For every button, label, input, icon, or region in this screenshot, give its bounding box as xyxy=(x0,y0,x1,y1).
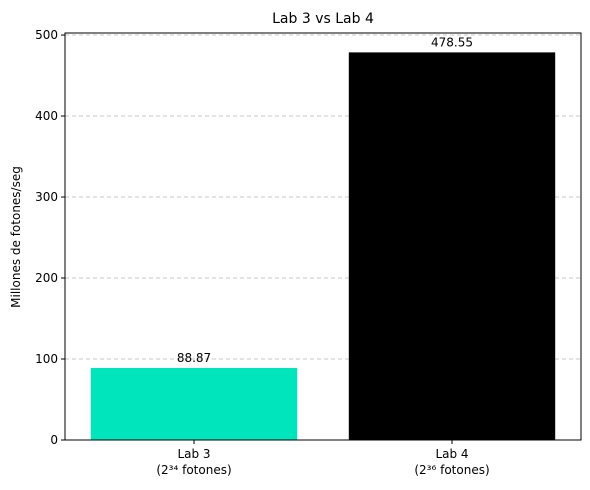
y-axis-ticks: 0 100 200 300 400 500 xyxy=(35,28,65,447)
y-tick-label: 100 xyxy=(35,352,58,366)
y-tick-label: 300 xyxy=(35,190,58,204)
bar-value-label: 88.87 xyxy=(177,351,211,365)
y-tick-label: 0 xyxy=(50,433,58,447)
y-tick-label: 500 xyxy=(35,28,58,42)
x-axis-ticks: Lab 3 (2³⁴ fotones) Lab 4 (2³⁶ fotones) xyxy=(156,440,490,477)
y-axis-label: Millones de fotones/seg xyxy=(9,166,23,308)
plot-frame xyxy=(64,32,582,441)
y-tick-label: 200 xyxy=(35,271,58,285)
bar-value-label: 478.55 xyxy=(431,35,473,49)
x-tick-sublabel: (2³⁴ fotones) xyxy=(156,463,231,477)
x-tick-label: Lab 3 xyxy=(177,447,210,461)
x-tick-label: Lab 4 xyxy=(435,447,468,461)
bar xyxy=(348,52,556,440)
bars xyxy=(90,52,556,440)
chart-title: Lab 3 vs Lab 4 xyxy=(272,11,374,27)
y-tick-label: 400 xyxy=(35,109,58,123)
bar xyxy=(90,368,298,440)
x-tick-sublabel: (2³⁶ fotones) xyxy=(414,463,489,477)
value-labels: 88.87 478.55 xyxy=(177,35,473,365)
